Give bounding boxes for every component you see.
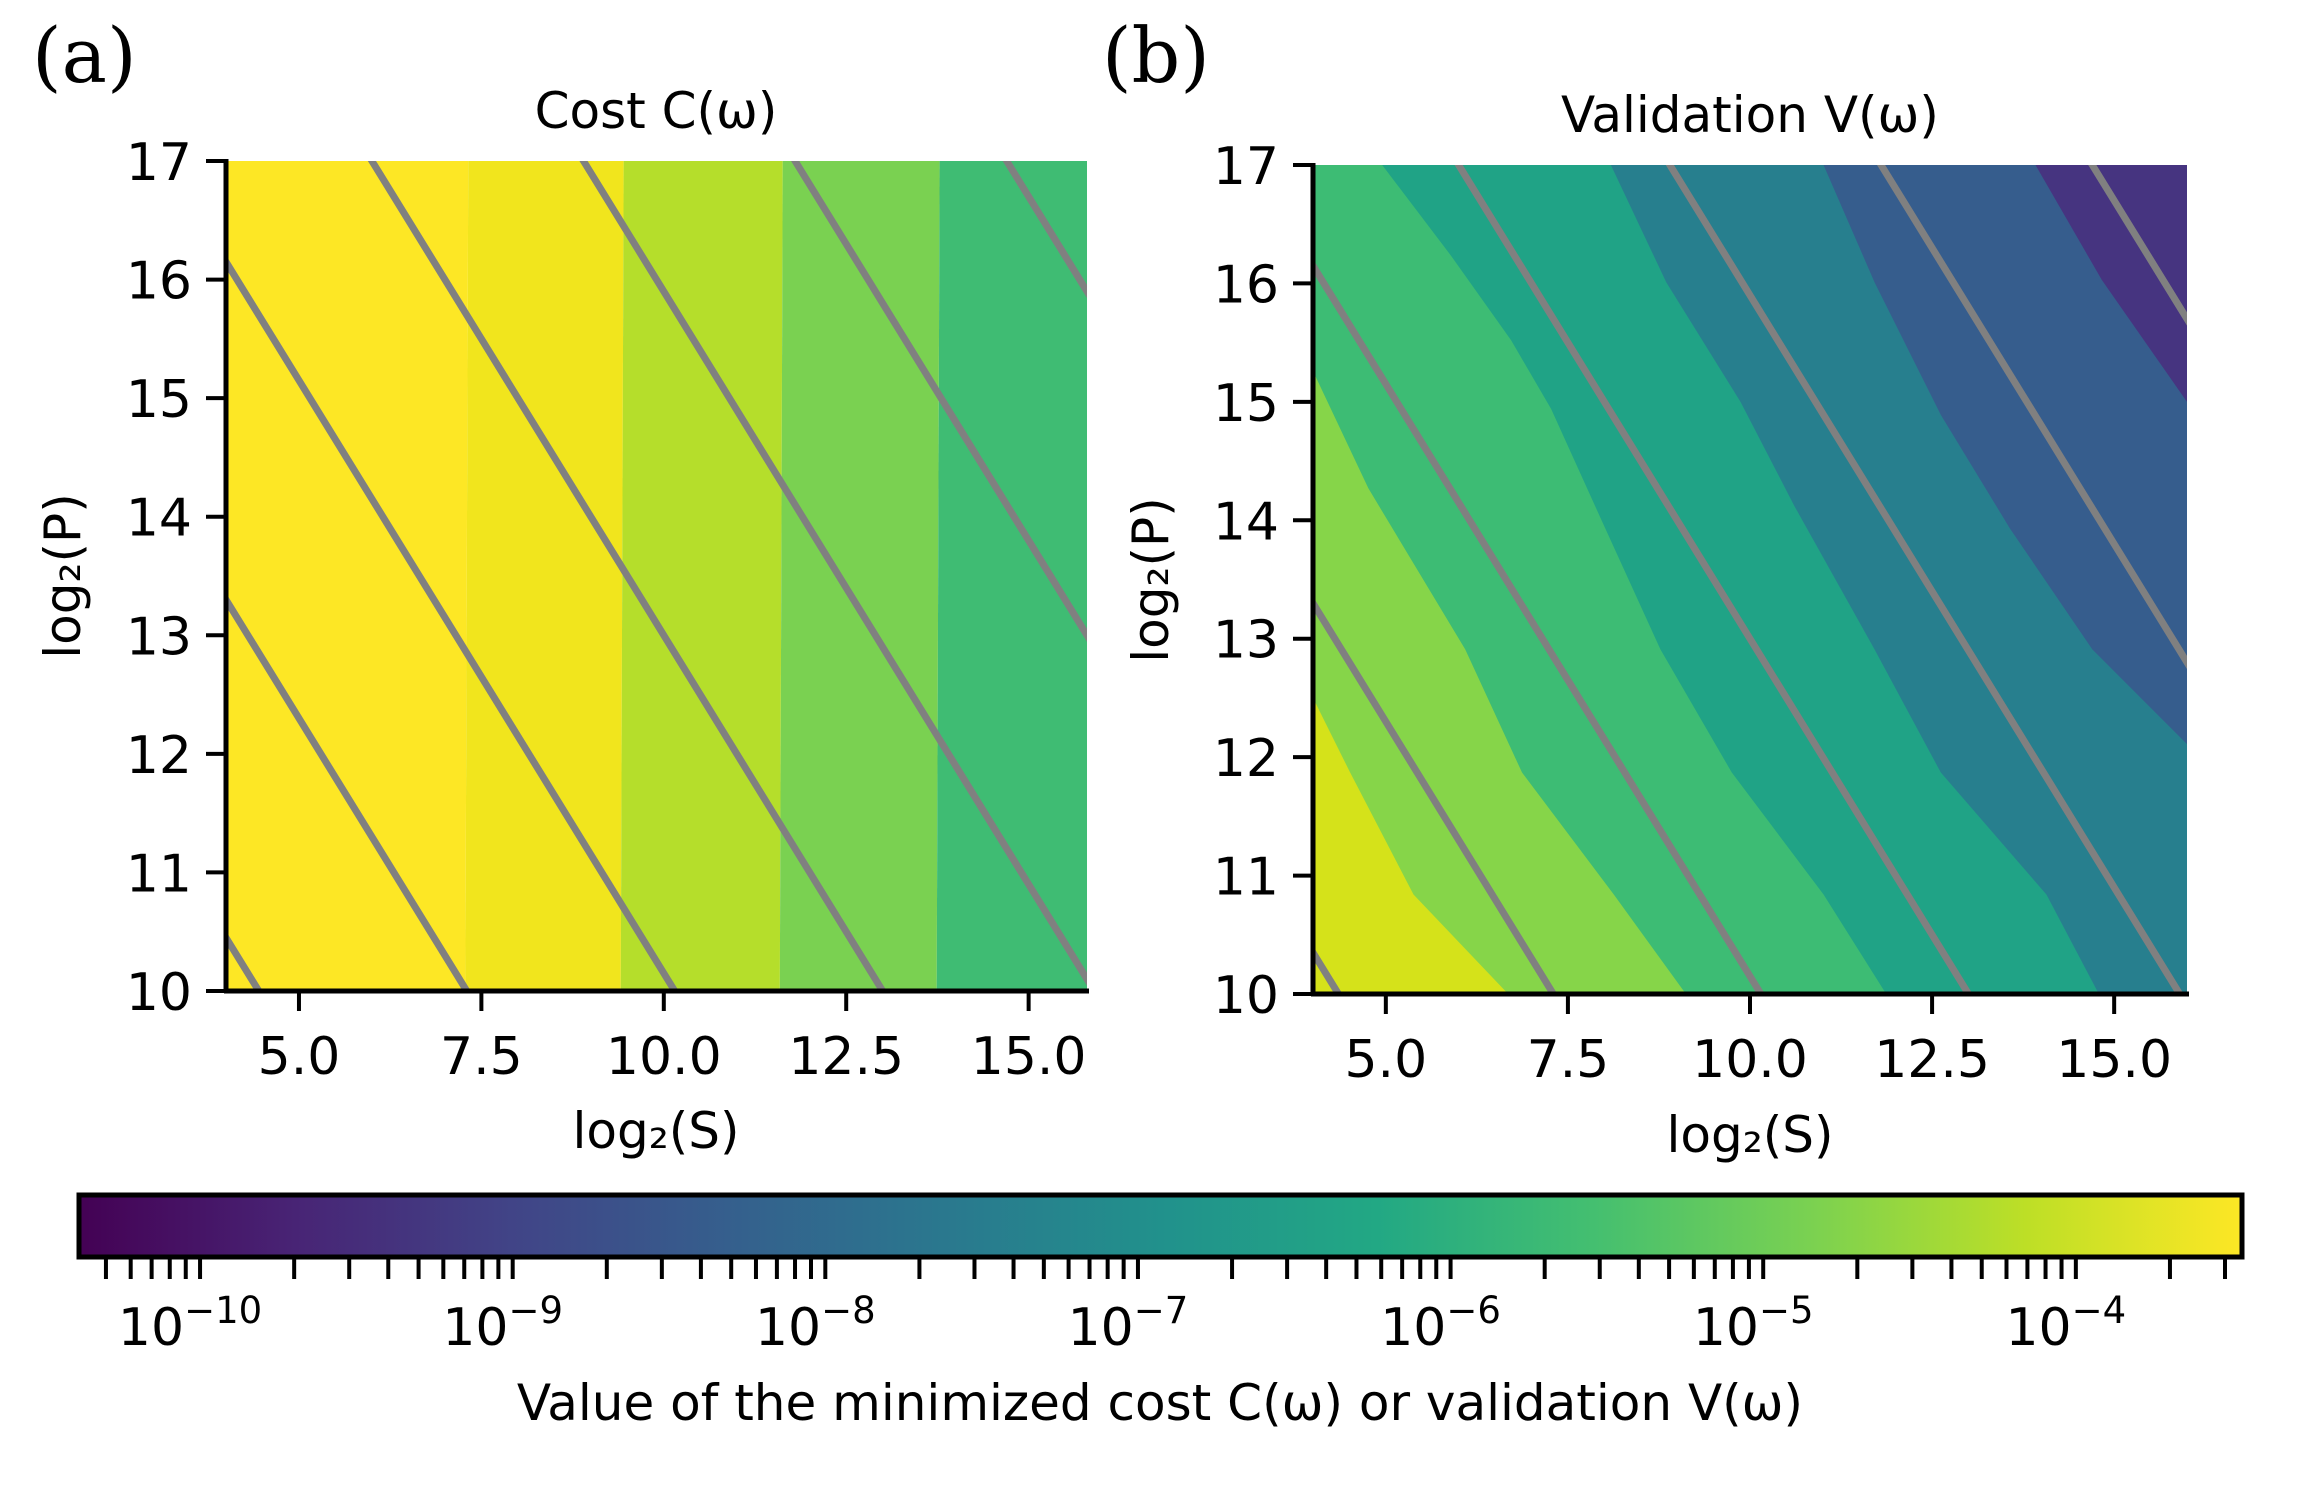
iso-line (1002, 161, 1087, 299)
x-tick-label: 5.0 (1344, 1030, 1427, 1090)
colorbar-gradient (76, 1192, 2245, 1260)
colorbar-tick-label: 10−4 (2005, 1289, 2126, 1358)
panel-b-title: Validation V(ω) (1561, 86, 1939, 144)
y-tick-label: 17 (126, 133, 192, 193)
colorbar-tick-label: 10−9 (442, 1289, 563, 1358)
iso-line (1454, 165, 1973, 994)
colorbar-label: Value of the minimized cost C(ω) or vali… (517, 1374, 1803, 1432)
x-tick-label: 12.5 (1874, 1030, 1990, 1090)
colorbar-tick-label: 10−5 (1693, 1289, 1814, 1358)
colorbar-tick-label: 10−6 (1380, 1289, 1501, 1358)
panel-a-contour-fill (226, 161, 1087, 991)
panel-b-xlabel: log₂(S) (1666, 1106, 1833, 1164)
y-tick-label: 10 (1213, 966, 1279, 1026)
y-tick-label: 15 (126, 370, 192, 430)
y-tick-label: 16 (1213, 255, 1279, 315)
colorbar: 10−10 10−9 10−8 10−7 10−6 10−5 10−4 Value of t… (76, 1192, 2245, 1432)
x-tick-label: 7.5 (1527, 1030, 1610, 1090)
x-tick-label: 10.0 (1692, 1030, 1808, 1090)
colorbar-ticks: 10−10 10−9 10−8 10−7 10−6 10−5 10−4 (103, 1257, 2228, 1358)
x-tick-label: 10.0 (606, 1027, 722, 1087)
colorbar-tick-label: 10−7 (1068, 1289, 1189, 1358)
panel-b-iso-lines (1313, 165, 2187, 994)
y-tick-label: 13 (126, 607, 192, 667)
iso-line (226, 255, 679, 991)
y-tick-label: 14 (1213, 492, 1279, 552)
panel-a-iso-lines (226, 161, 1087, 991)
x-tick-label: 15.0 (2056, 1030, 2172, 1090)
panel-a-axes: 10 11 12 13 14 15 16 17 5.0 7.5 10.0 12.5 15.0 (126, 133, 1089, 1087)
panel-a-xlabel: log₂(S) (572, 1102, 739, 1160)
panel-a-cost: Cost C(ω) 10 11 12 13 14 15 16 17 5.0 7.5 10.0 12.5… (34, 82, 1089, 1160)
y-tick-label: 12 (1213, 729, 1279, 789)
y-tick-label: 16 (126, 252, 192, 312)
panel-label-a: (a) (32, 11, 137, 100)
panel-label-b: (b) (1102, 11, 1210, 100)
panel-b-axes: 10 11 12 13 14 15 16 17 5.0 7.5 10.0 12.5 15.0 (1213, 137, 2189, 1090)
y-tick-label: 11 (126, 844, 192, 904)
y-tick-label: 10 (126, 963, 192, 1023)
x-tick-label: 5.0 (258, 1027, 341, 1087)
y-tick-label: 17 (1213, 137, 1279, 197)
iso-line (1313, 258, 1766, 994)
contour-band (465, 161, 624, 991)
panel-a-ylabel: log₂(P) (34, 493, 92, 658)
x-tick-label: 12.5 (788, 1027, 904, 1087)
iso-line (226, 593, 471, 991)
contour-band (779, 161, 940, 991)
colorbar-tick-label: 10−8 (755, 1289, 876, 1358)
y-tick-label: 14 (126, 489, 192, 549)
x-tick-label: 15.0 (971, 1027, 1087, 1087)
contour-region (1823, 165, 2187, 745)
y-tick-label: 15 (1213, 374, 1279, 434)
iso-line (1876, 165, 2187, 670)
iso-line (2088, 165, 2187, 326)
contour-band (620, 161, 783, 991)
iso-line (579, 161, 1087, 986)
panel-a-title: Cost C(ω) (535, 82, 778, 140)
y-tick-label: 11 (1213, 848, 1279, 908)
iso-line (1313, 596, 1558, 994)
panel-b-contour-fill (1313, 165, 2187, 994)
contour-region (2035, 165, 2187, 402)
y-tick-label: 13 (1213, 611, 1279, 671)
contour-band (936, 161, 1087, 991)
contour-band (226, 161, 469, 991)
x-tick-label: 7.5 (440, 1027, 523, 1087)
iso-line (1665, 165, 2184, 994)
y-tick-label: 12 (126, 726, 192, 786)
iso-line (367, 161, 887, 991)
colorbar-tick-label: 10−10 (118, 1289, 262, 1358)
panel-b-ylabel: log₂(P) (1122, 497, 1180, 662)
iso-line (791, 161, 1087, 642)
